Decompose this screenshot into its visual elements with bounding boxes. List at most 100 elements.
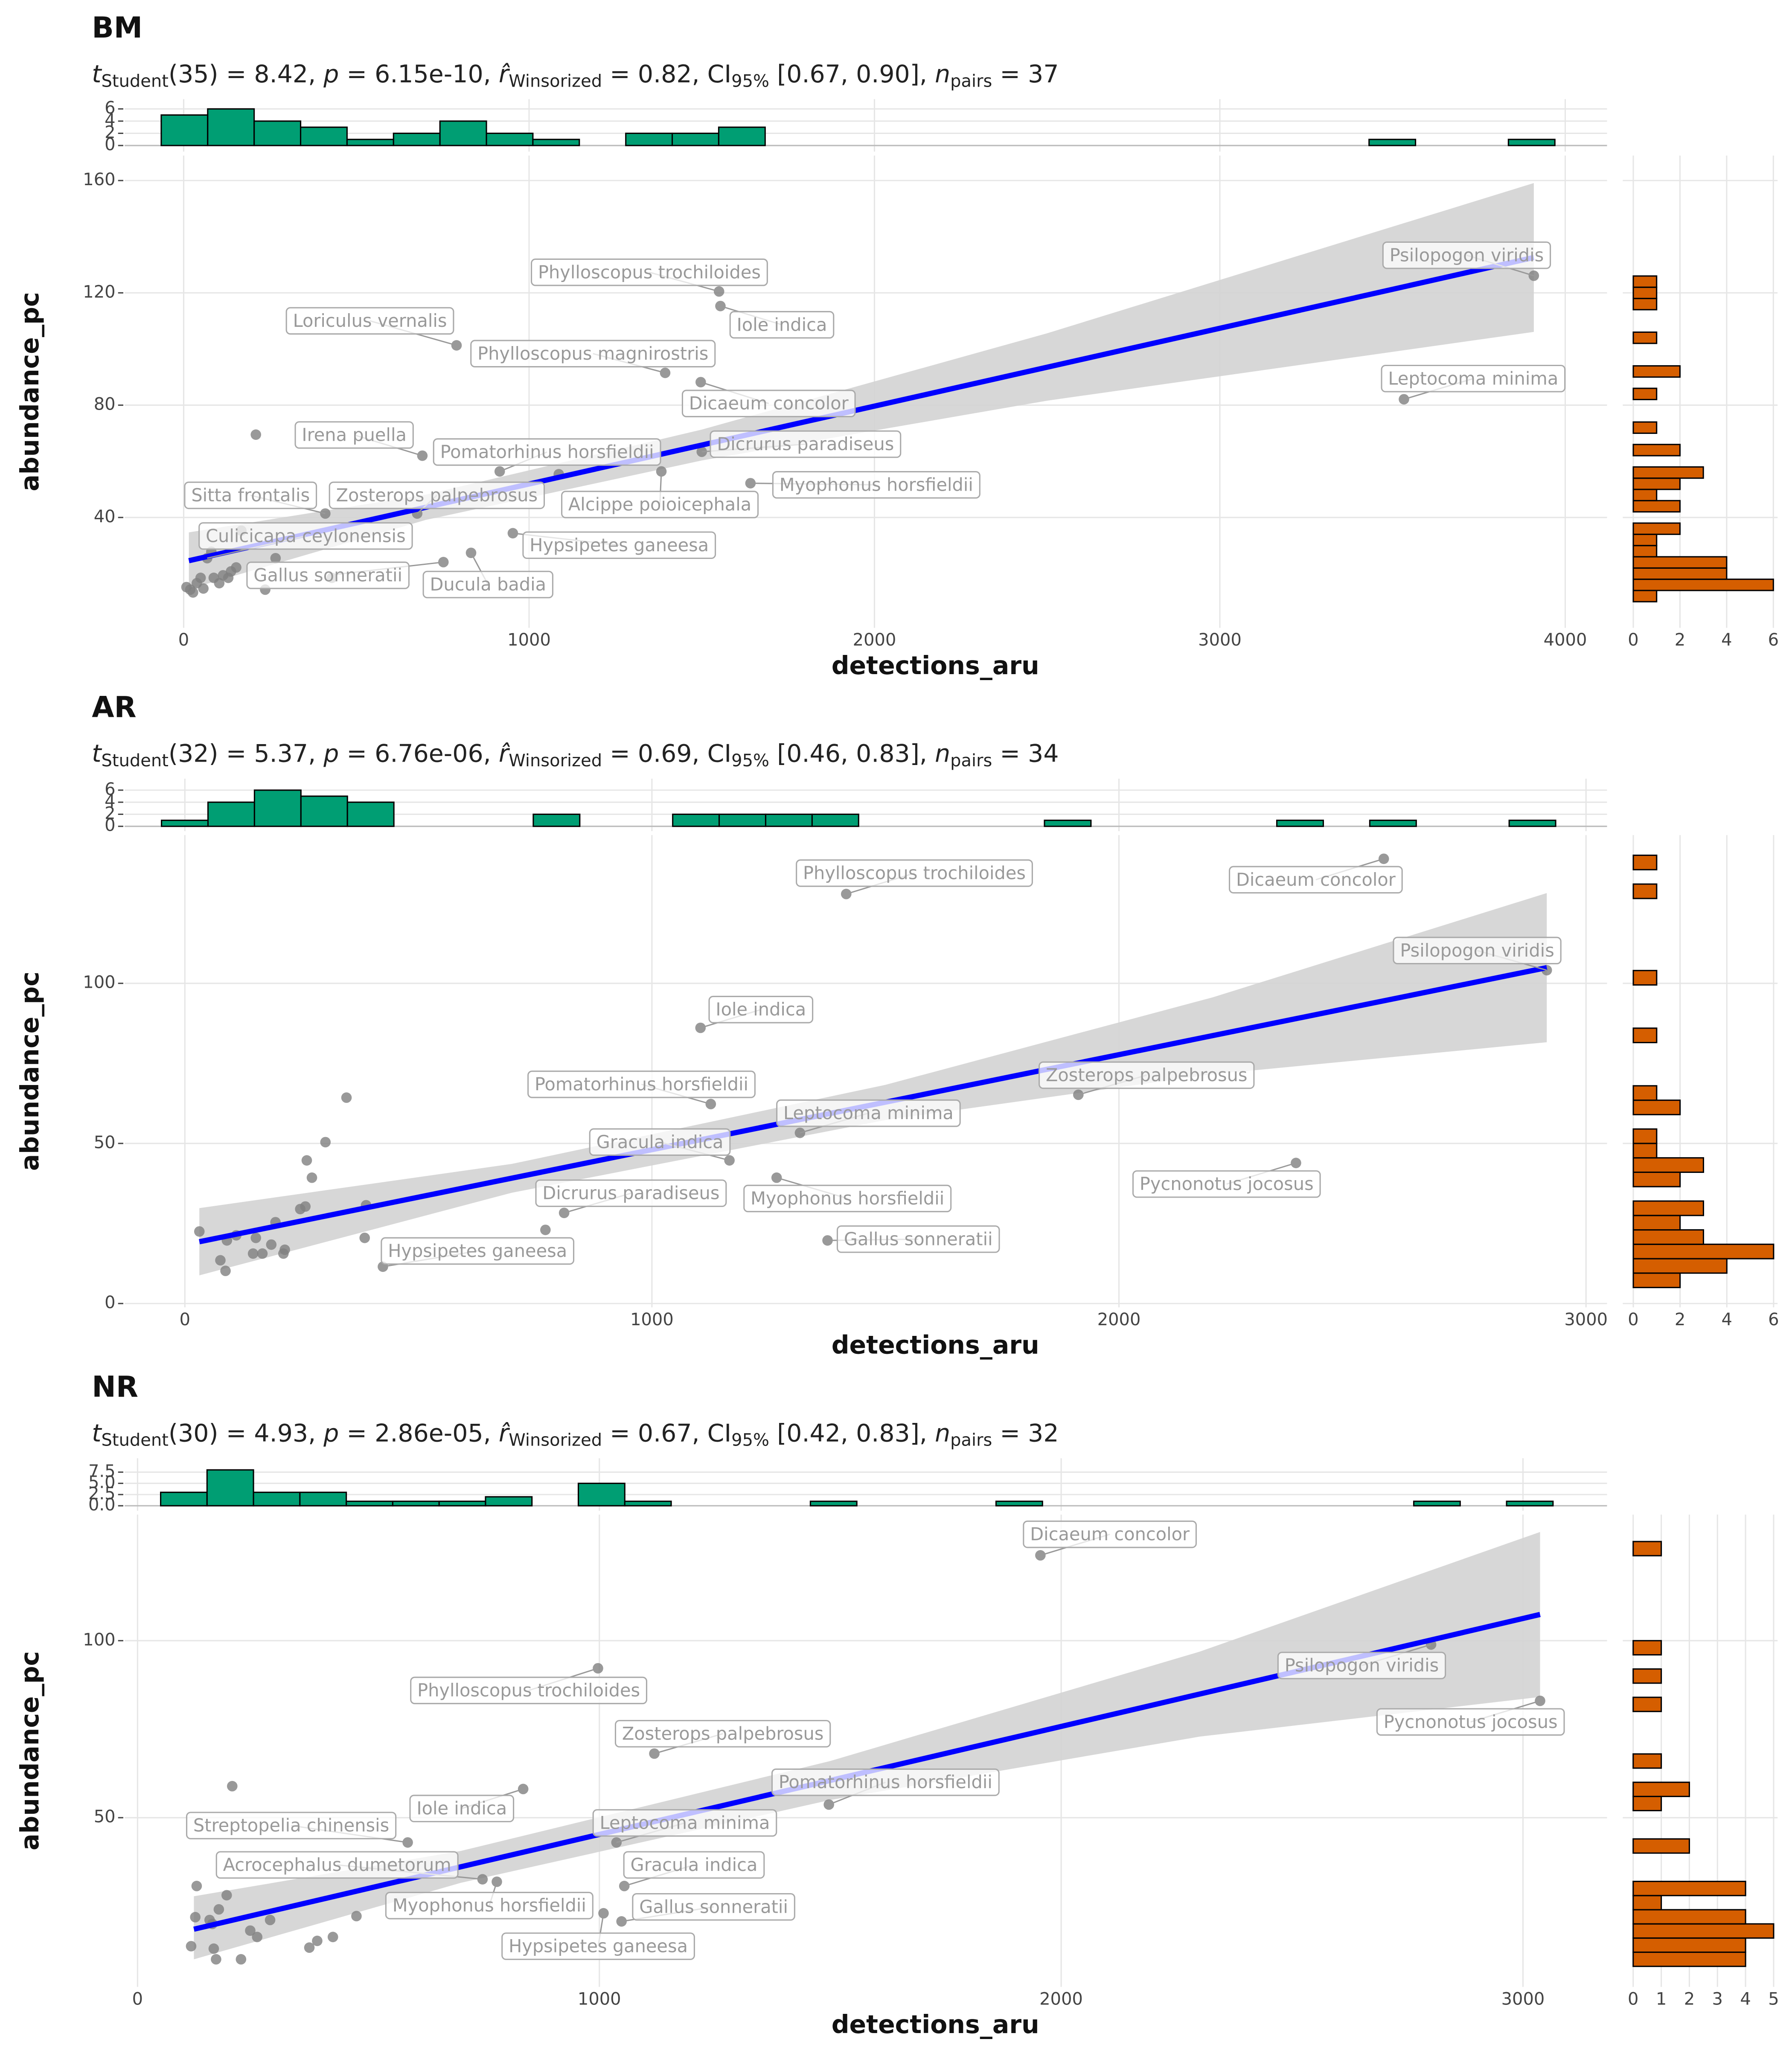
label-text: Culicicapa ceylonensis (206, 525, 406, 546)
hist-bar (300, 126, 348, 146)
point-label: Dicaeum concolor (1229, 858, 1403, 894)
hist-bar (1632, 297, 1658, 311)
hist-bar (577, 1483, 625, 1507)
subtitle-part: n (935, 60, 950, 88)
label-box (285, 307, 454, 335)
subtitle-part: 95% (731, 1431, 769, 1450)
label-text: Myophonus horsfieldii (751, 1188, 944, 1209)
point (257, 1248, 268, 1259)
label-box (246, 561, 410, 589)
hist-bar (1632, 1027, 1658, 1044)
label-text: Dicaeum concolor (1236, 869, 1396, 890)
subtitle-part: t (92, 1419, 102, 1447)
hist-bar (1507, 139, 1556, 146)
subtitle-part: t (92, 60, 102, 88)
point-label: Phylloscopus trochiloides (410, 1667, 648, 1705)
x-tick-label: 3 (1712, 1990, 1723, 2009)
subtitle-part: 95% (731, 71, 769, 91)
label-text: Phylloscopus trochiloides (538, 262, 761, 282)
hist-bar (438, 1501, 486, 1507)
hist-bar (1632, 1143, 1658, 1159)
point (247, 1248, 259, 1259)
hist-bar (1632, 1753, 1662, 1769)
hist-bar (1276, 820, 1324, 827)
hist-bar (1369, 820, 1417, 827)
x-axis-title: detections_aru (832, 2010, 1039, 2039)
y-axis-title: abundance_pc (15, 1651, 44, 1850)
point (245, 1925, 256, 1936)
label-box (743, 1184, 952, 1213)
point (198, 583, 209, 594)
label-text: Gracula indica (596, 1132, 724, 1152)
label-text: Pycnonotus jocosus (1384, 1711, 1558, 1732)
label-text: Zosterops palpebrosus (622, 1723, 824, 1744)
hist-bar (393, 132, 441, 146)
hist-bar (1632, 444, 1681, 457)
hist-bar (1632, 1696, 1662, 1712)
point-label: Gallus sonneratii (827, 1225, 1000, 1253)
subtitle: tStudent(35) = 8.42, p = 6.15e-10, r̂Win… (92, 60, 1059, 91)
hist-bar (207, 801, 255, 827)
label-box (729, 311, 835, 339)
point (312, 1935, 323, 1946)
point (214, 578, 225, 589)
x-tick-label: 2000 (1097, 1310, 1141, 1329)
label-text: Alcippe poioicephala (568, 494, 751, 515)
hist-bar (672, 132, 719, 146)
hist-bar (346, 801, 395, 827)
hist-bar (1632, 1215, 1681, 1231)
x-tick-label: 3000 (1501, 1990, 1545, 2009)
subtitle-part: n (935, 1419, 950, 1447)
point-label: Pycnonotus jocosus (1132, 1162, 1321, 1198)
label-text: Iole indica (716, 999, 806, 1020)
hist-bar (486, 132, 534, 146)
label-box (561, 491, 759, 518)
point-label: Dicrurus paradiseus (535, 1179, 727, 1214)
label-box (1039, 1061, 1255, 1089)
point-label: Hypsipetes ganeesa (501, 1913, 695, 1960)
subtitle-part: Student (102, 1431, 169, 1450)
y-tick-label: 80 (94, 395, 116, 414)
hist-bar (1632, 1128, 1658, 1144)
hist-bar (1632, 545, 1658, 558)
subtitle-part: pairs (950, 1431, 992, 1450)
hist-bar (1632, 1951, 1746, 1967)
subtitle-part: Winsorized (509, 71, 602, 91)
label-text: Pomatorhinus horsfieldii (535, 1074, 748, 1095)
hist-bar (995, 1501, 1043, 1507)
subtitle-part: t (92, 739, 102, 768)
hist-bar (1632, 331, 1658, 344)
x-tick-label: 6 (1768, 630, 1779, 650)
label-text: Loriculus vernalis (293, 310, 447, 331)
label-box (385, 1891, 593, 1920)
x-tick-label: 3000 (1564, 1310, 1608, 1329)
point (208, 1943, 219, 1954)
x-tick-label: 0 (180, 1310, 190, 1329)
x-tick-label: 1000 (578, 1990, 621, 2009)
point-label: Gracula indica (623, 1851, 765, 1887)
hist-bar (1632, 1781, 1690, 1797)
point (341, 1092, 352, 1103)
point (220, 1265, 231, 1276)
label-box (796, 859, 1033, 887)
point-label: Hypsipetes ganeesa (512, 531, 716, 559)
hist-bar (1506, 1501, 1554, 1507)
label-box (1023, 1520, 1197, 1548)
point-label: Pomatorhinus horsfieldii (433, 438, 661, 472)
label-text: Dicrurus paradiseus (542, 1183, 719, 1204)
point (540, 1225, 551, 1235)
hist-bar (1632, 1937, 1746, 1953)
point (1291, 1158, 1301, 1168)
hist-bar (1632, 883, 1658, 899)
label-text: Leptocoma minima (600, 1812, 770, 1833)
label-box (1132, 1170, 1321, 1198)
label-text: Psilopogon viridis (1400, 940, 1554, 961)
point-label: Sitta frontalis (184, 481, 326, 515)
label-text: Hypsipetes ganeesa (529, 535, 709, 556)
point (250, 429, 262, 440)
point-label: Myophonus horsfieldii (750, 471, 980, 499)
hist-bar (1632, 1171, 1681, 1187)
point (619, 1881, 630, 1891)
